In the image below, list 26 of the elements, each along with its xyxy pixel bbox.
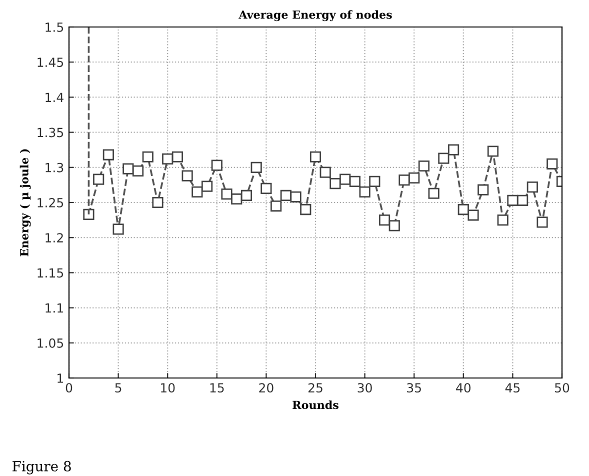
y-tick-label: 1.15 [38, 268, 64, 278]
x-tick-label: 15 [210, 383, 224, 393]
y-tick-label: 1.4 [46, 92, 64, 102]
x-tick-label: 35 [407, 383, 421, 393]
x-tick-label: 0 [66, 383, 72, 393]
x-tick-label: 45 [505, 383, 520, 393]
x-tick-label: 20 [259, 383, 274, 393]
y-tick-label: 1.5 [46, 22, 64, 32]
x-tick-label: 10 [161, 383, 175, 393]
y-tick-label: 1.25 [38, 198, 64, 208]
y-tick-label: 1.3 [46, 162, 64, 172]
x-tick-label: 50 [555, 383, 570, 393]
y-tick-label: 1.45 [38, 58, 64, 68]
chart-title: Average Energy of nodes [238, 10, 392, 22]
x-axis-title: Rounds [292, 400, 338, 410]
x-tick-label: 25 [308, 383, 322, 393]
y-tick-label: 1.1 [46, 303, 63, 313]
y-tick-label: 1.35 [38, 128, 64, 138]
caption: Figure 8 [12, 460, 71, 474]
y-tick-label: 1 [58, 374, 63, 383]
x-tick-label: 5 [115, 383, 122, 393]
y-tick-label: 1.2 [46, 233, 63, 242]
y-axis-title: Energy ( µ joule ) [20, 149, 31, 256]
x-tick-label: 40 [456, 383, 471, 393]
x-tick-label: 30 [358, 383, 372, 393]
y-tick-label: 1.05 [38, 338, 64, 348]
